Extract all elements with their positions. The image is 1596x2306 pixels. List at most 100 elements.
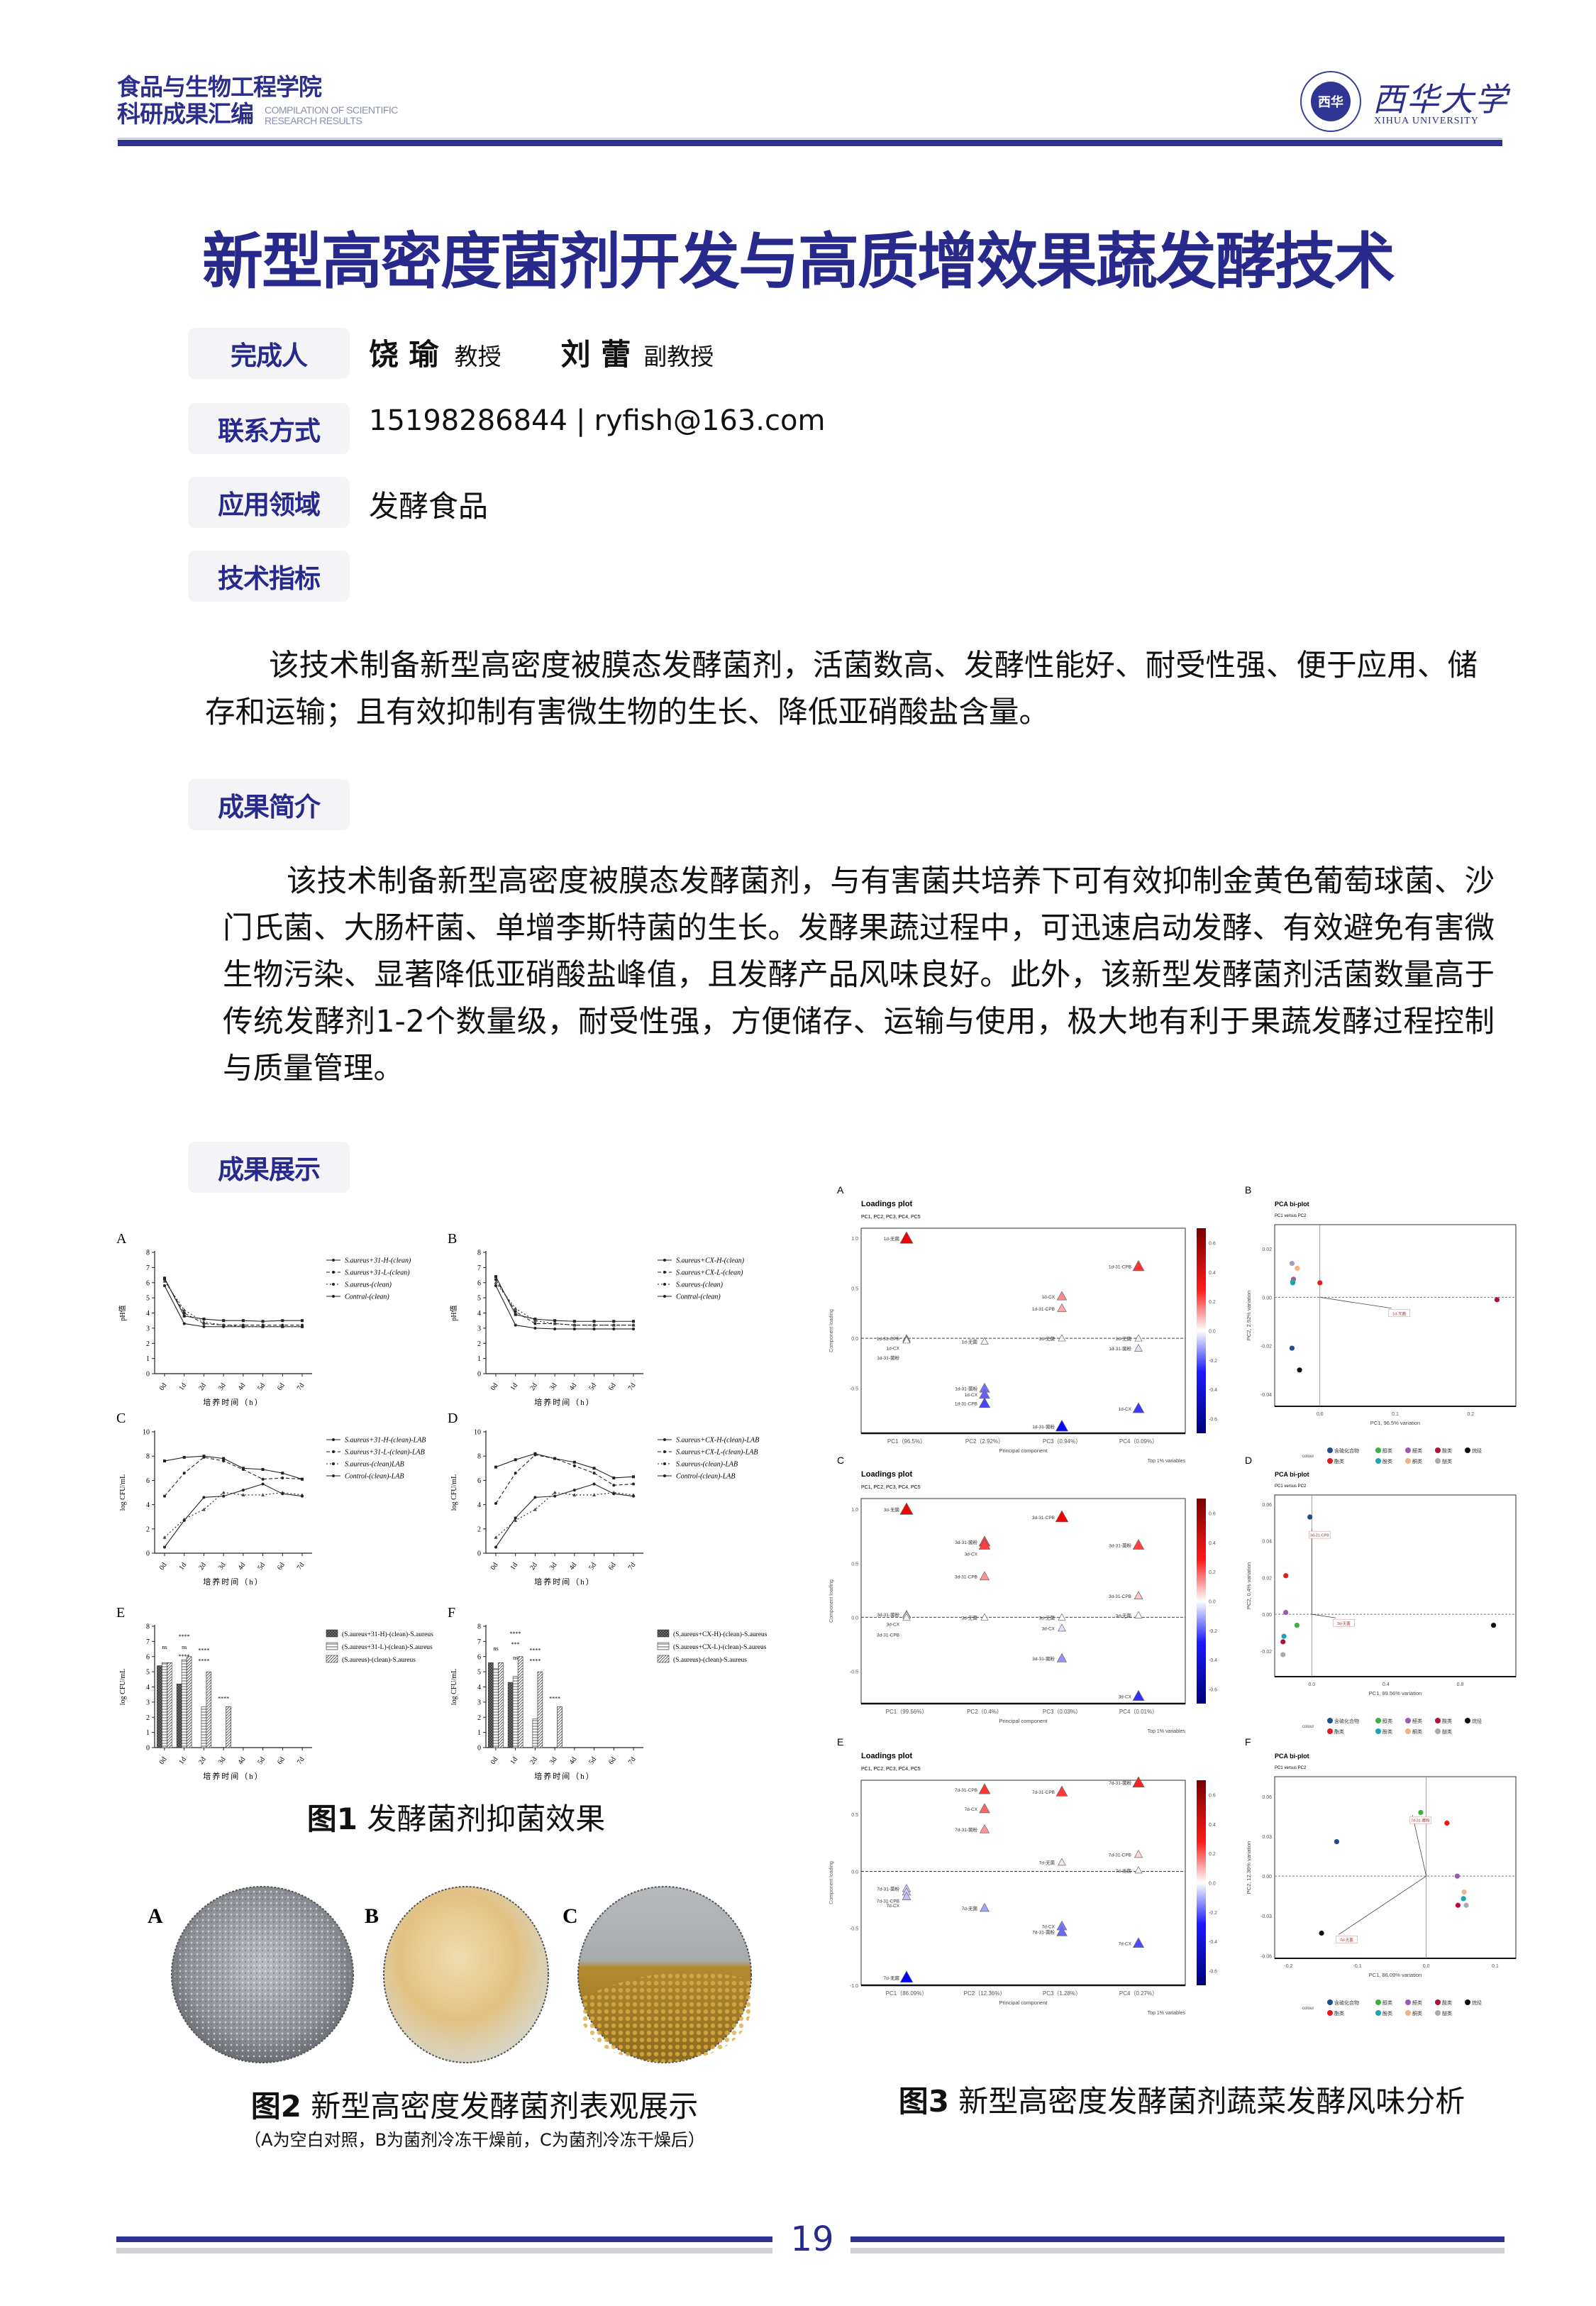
data-point xyxy=(592,1323,597,1327)
score-point xyxy=(1444,1820,1450,1826)
y-tick-label: 3 xyxy=(146,1325,150,1333)
indicators-label-box: 技术指标 xyxy=(188,551,350,602)
y-tick-label: -0.06 xyxy=(1260,1954,1272,1959)
data-point xyxy=(494,1284,497,1288)
x-tick-label: 2d xyxy=(528,1561,539,1572)
intro-label: 成果简介 xyxy=(218,792,321,822)
legend-label: Control-(clean)-LAB xyxy=(676,1473,736,1481)
data-point xyxy=(281,1476,284,1479)
legend-label: 醇类 xyxy=(1382,1999,1392,2006)
y-tick-label: 8 xyxy=(146,1453,150,1461)
x-tick-label: 2d xyxy=(197,1755,208,1766)
y-tick-label: 0 xyxy=(146,1371,150,1379)
x-tick-label: 3d xyxy=(548,1561,559,1572)
significance-label: ns xyxy=(182,1644,187,1650)
loading-label: 1d-CX xyxy=(1119,1407,1132,1412)
y-tick-label: 4 xyxy=(477,1501,481,1509)
figure-3-row-1: C Loadings plot PC1, PC2, PC3, PC4, PC5 -0.… xyxy=(829,1455,1517,1735)
y-tick-label: 0.00 xyxy=(1262,1613,1272,1618)
legend-dot xyxy=(1435,1458,1441,1464)
figure-number: 图3 xyxy=(898,2084,949,2119)
display-label-box: 成果展示 xyxy=(188,1142,350,1193)
legend-label: 含硫化合物 xyxy=(1334,1718,1359,1724)
legend-title: colour xyxy=(1302,1455,1314,1459)
score-point xyxy=(1461,1889,1467,1895)
data-point xyxy=(572,1460,576,1464)
loading-triangle xyxy=(1132,1539,1145,1550)
photo-label: B xyxy=(365,1904,379,1928)
legend-dot xyxy=(1327,1999,1333,2005)
score-point xyxy=(1283,1573,1289,1579)
bar xyxy=(186,1656,192,1748)
legend-marker xyxy=(332,1295,335,1298)
legend-dot xyxy=(1465,1718,1470,1723)
significance-label: **** xyxy=(549,1696,560,1702)
loading-triangle xyxy=(1056,1653,1068,1662)
data-point xyxy=(182,1322,186,1325)
completers-label: 完成人 xyxy=(231,341,308,371)
y-tick-label: 4 xyxy=(146,1684,150,1692)
y-tick-label: 0.5 xyxy=(851,1813,858,1818)
loading-label: 1d-31-菌粉 xyxy=(1032,1423,1055,1430)
bar xyxy=(162,1662,167,1748)
x-tick-label: 6d xyxy=(276,1755,287,1766)
y-tick-label: 7 xyxy=(477,1638,481,1646)
loading-triangle xyxy=(1134,1611,1143,1618)
y-tick-label: -1.0 xyxy=(850,1984,858,1989)
panel-letter: B xyxy=(1245,1184,1251,1196)
legend-marker xyxy=(663,1283,666,1286)
data-point xyxy=(494,1281,498,1284)
data-point xyxy=(261,1320,265,1323)
figure-1-panel-C: C 0 2 4 6 8 10 0d 1d 2d 3d 4d 5d 6d 7d 培养时间（h） log CFU/m… xyxy=(116,1411,426,1587)
loading-label: 7d-31-CPB xyxy=(877,1899,899,1904)
x-tick-label: 7d xyxy=(627,1755,638,1766)
y-tick-label: 0.0 xyxy=(851,1337,858,1342)
person-name: 饶 瑜 xyxy=(369,337,439,372)
top-variables-note: Top 1% variables xyxy=(1148,1729,1186,1734)
data-point xyxy=(281,1319,284,1323)
legend-label: 酚类 xyxy=(1382,1728,1392,1735)
pc-label: PC1（86.09%） xyxy=(886,1990,928,1997)
legend-label: 酸类 xyxy=(1442,1718,1452,1724)
legend-swatch xyxy=(657,1642,670,1650)
x-tick-label: 4d xyxy=(568,1381,579,1392)
petri-dish-texture xyxy=(174,1890,350,2060)
y-tick-label: -0.03 xyxy=(1260,1914,1272,1919)
loading-triangle xyxy=(1058,1858,1066,1866)
loading-label: 7d-31-CPB xyxy=(1109,1853,1131,1858)
y-tick-label: 0.03 xyxy=(1262,1835,1272,1840)
header-bar xyxy=(118,140,1502,146)
x-tick-label: 0.0 xyxy=(1308,1682,1315,1687)
loading-label: 7d-31-菌粉 xyxy=(1109,1780,1131,1786)
x-tick-label: 5d xyxy=(587,1381,598,1392)
significance-label: **** xyxy=(179,1633,190,1640)
series-line xyxy=(164,1285,302,1328)
score-point xyxy=(1289,1345,1295,1351)
loading-label: 7d-31-CPB xyxy=(1032,1790,1055,1795)
data-point xyxy=(261,1493,265,1496)
x-tick-label: 7d xyxy=(627,1561,638,1572)
colorbar-tick-label: -0.2 xyxy=(1209,1911,1217,1916)
legend-marker xyxy=(663,1474,666,1477)
loading-vector xyxy=(1412,1815,1427,1877)
figure-3-caption: 图3 新型高密度发酵菌剂蔬菜发酵风味分析 xyxy=(899,2078,1465,2121)
figure-number: 图1 xyxy=(306,1802,358,1836)
data-point xyxy=(494,1501,497,1505)
paragraph-line: 存和运输；且有效抑制有害微生物的生长、降低亚硝酸盐含量。 xyxy=(205,695,1050,730)
legend-label: 酯类 xyxy=(1334,2010,1344,2017)
data-point xyxy=(572,1327,576,1330)
data-point xyxy=(592,1482,596,1486)
data-point xyxy=(182,1311,186,1315)
loading-triangle xyxy=(1132,1259,1145,1271)
colorbar-tick-label: 0.4 xyxy=(1209,1541,1216,1546)
biplot-title: PCA bi-plot xyxy=(1275,1753,1309,1760)
data-point xyxy=(612,1492,616,1496)
x-tick-label: 6d xyxy=(607,1755,618,1766)
data-point xyxy=(241,1325,245,1328)
data-point xyxy=(281,1325,284,1328)
loadings-subtitle: PC1, PC2, PC3, PC4, PC5 xyxy=(861,1485,921,1490)
data-point xyxy=(301,1325,304,1328)
figure-1-panel-A: A 0 1 2 3 4 5 6 7 8 0d 1d 2d 3d 4d 5d 6d 7d 培养时间（h） pH值 S.au… xyxy=(116,1231,411,1407)
pc-label: PC4（0.09%） xyxy=(1119,1438,1158,1445)
significance-label: **** xyxy=(198,1657,209,1664)
